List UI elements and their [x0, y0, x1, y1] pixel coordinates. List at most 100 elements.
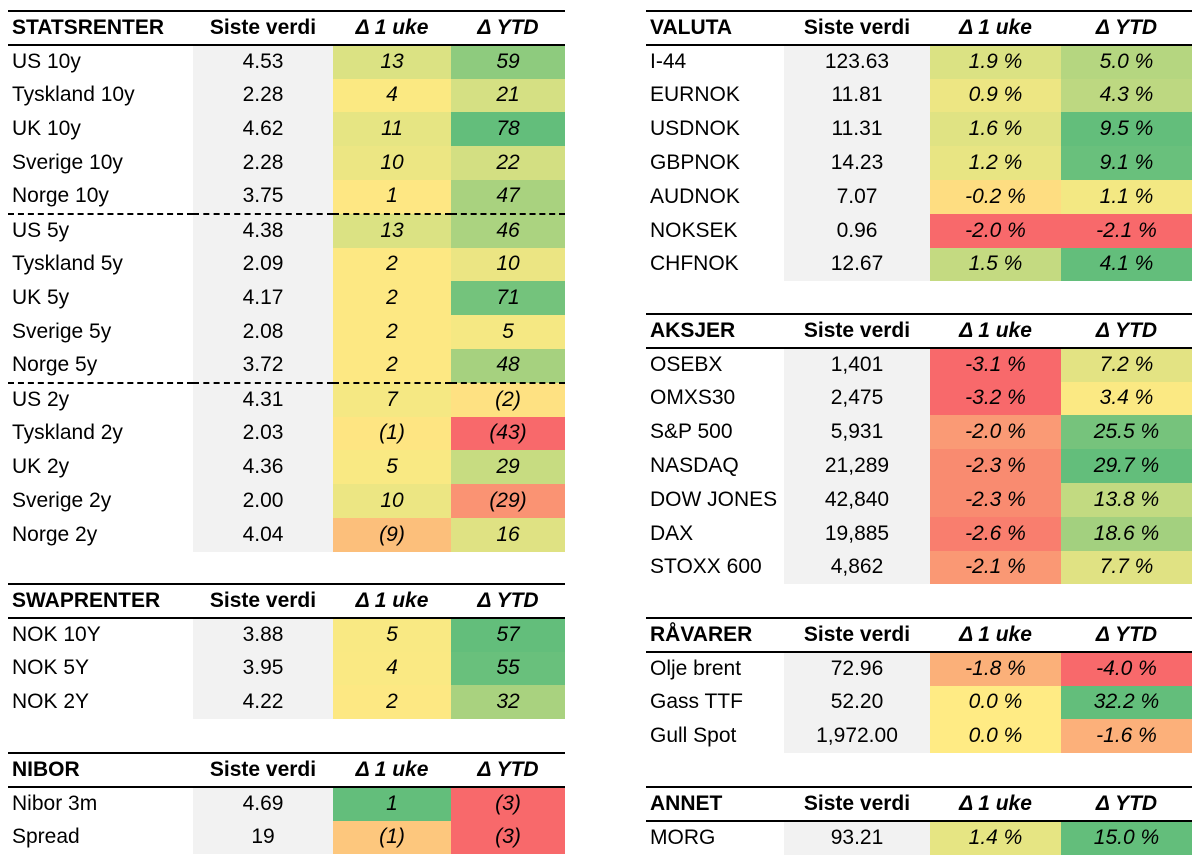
row-change-week: 2 [333, 348, 451, 384]
row-name: CHFNOK [650, 252, 739, 276]
row-change-week: 13 [333, 44, 451, 79]
row-change-ytd: 5 [451, 315, 565, 349]
table-row: USDNOK 11.31 1.6 % 9.5 % [646, 112, 1192, 147]
row-change-ytd: (3) [451, 786, 565, 821]
table-row: Tyskland 2y 2.03 (1) (43) [8, 416, 565, 451]
row-change-week: -2.6 % [930, 516, 1061, 551]
col-header-ytd: Δ YTD [451, 10, 565, 46]
row-change-week: 10 [333, 146, 451, 180]
row-name: Olje brent [650, 657, 742, 681]
table-row: S&P 500 5,931 -2.0 % 25.5 % [646, 415, 1192, 450]
row-name: NOKSEK [650, 218, 738, 242]
row-name: MORG [650, 826, 716, 850]
row-name: Spread [12, 825, 80, 849]
row-change-ytd: -1.6 % [1061, 719, 1192, 754]
table-row: EURNOK 11.81 0.9 % 4.3 % [646, 78, 1192, 113]
row-value: 19,885 [784, 516, 930, 551]
row-change-ytd: 32.2 % [1061, 685, 1192, 720]
col-header-value: Siste verdi [784, 313, 930, 349]
row-name: Norge 5y [8, 348, 193, 384]
row-name: Sverige 5y [12, 320, 112, 344]
row-name: DOW JONES [650, 487, 778, 511]
row-change-ytd: 18.6 % [1061, 516, 1192, 551]
row-change-week: (1) [333, 416, 451, 451]
row-change-ytd: 29.7 % [1061, 449, 1192, 483]
row-change-week: 4 [333, 78, 451, 113]
row-change-ytd: 29 [451, 450, 565, 485]
col-header-value: Siste verdi [784, 10, 930, 46]
row-name: US 10y [12, 50, 81, 74]
row-name: OMXS30 [650, 386, 736, 410]
row-value: 2.00 [193, 484, 333, 518]
col-header-ytd: Δ YTD [1061, 10, 1192, 46]
row-value: 52.20 [784, 685, 930, 720]
col-header-value: Siste verdi [193, 752, 333, 788]
col-header-week: Δ 1 uke [930, 313, 1061, 349]
statsrenter-table: STATSRENTER Siste verdi Δ 1 uke Δ YTD US… [8, 10, 565, 552]
table-row: I-44 123.63 1.9 % 5.0 % [646, 44, 1192, 79]
annet-table: ANNET Siste verdi Δ 1 uke Δ YTD MORG 93.2… [646, 786, 1192, 855]
row-value: 1,401 [784, 347, 930, 382]
table-row: STOXX 600 4,862 -2.1 % 7.7 % [646, 550, 1192, 585]
row-name: Tyskland 10y [12, 83, 135, 107]
row-name: I-44 [650, 50, 687, 74]
row-name: STOXX 600 [650, 555, 762, 579]
col-header-ytd: Δ YTD [1061, 313, 1192, 349]
row-change-ytd: 22 [451, 146, 565, 180]
row-value: 3.75 [193, 179, 333, 215]
row-change-week: 1 [333, 786, 451, 821]
row-name: US 2y [12, 388, 70, 412]
row-value: 4,862 [784, 550, 930, 585]
row-value: 3.88 [193, 617, 333, 652]
row-name: Norge 10y [8, 179, 193, 215]
row-value: 4.36 [193, 450, 333, 485]
row-change-week: 0.0 % [930, 719, 1061, 754]
row-change-week: 1.5 % [930, 247, 1061, 282]
row-value: 7.07 [784, 179, 930, 214]
row-value: 11.31 [784, 112, 930, 147]
row-change-week: -2.3 % [930, 449, 1061, 483]
row-change-week: 5 [333, 617, 451, 652]
row-change-week: -3.1 % [930, 347, 1061, 382]
row-value: 2.09 [193, 247, 333, 282]
row-name: DAX [650, 521, 694, 545]
row-name: Gull Spot [650, 724, 737, 748]
section-title: NIBOR [8, 752, 193, 788]
row-name: NOK 5Y [12, 656, 90, 680]
table-row: UK 10y 4.62 11 78 [8, 112, 565, 147]
section-title: SWAPRENTER [8, 583, 193, 619]
row-change-ytd: 13.8 % [1061, 482, 1192, 517]
row-change-week: 13 [333, 213, 451, 248]
table-row: DAX 19,885 -2.6 % 18.6 % [646, 516, 1192, 551]
table-row: Olje brent 72.96 -1.8 % -4.0 % [646, 651, 1192, 686]
row-change-ytd: 78 [451, 112, 565, 147]
row-value: 3.95 [193, 651, 333, 686]
section-title: VALUTA [646, 10, 784, 46]
row-value: 93.21 [784, 820, 930, 855]
row-value: 5,931 [784, 415, 930, 450]
row-value: 2.28 [193, 146, 333, 180]
row-value: 2.28 [193, 78, 333, 113]
row-change-week: 1 [333, 179, 451, 215]
table-row: Norge 10y 3.75 1 47 [8, 179, 565, 215]
section-title: RÅVARER [646, 617, 784, 653]
valuta-table: VALUTA Siste verdi Δ 1 uke Δ YTD I-44 123… [646, 10, 1192, 282]
row-name: Nibor 3m [12, 792, 98, 816]
row-change-ytd: 57 [451, 617, 565, 652]
row-value: 2.03 [193, 416, 333, 451]
row-change-ytd: 9.1 % [1061, 146, 1192, 180]
row-value: 4.22 [193, 685, 333, 720]
row-change-ytd: 48 [451, 348, 565, 384]
row-change-week: -0.2 % [930, 179, 1061, 214]
row-change-ytd: 25.5 % [1061, 415, 1192, 450]
table-row: AUDNOK 7.07 -0.2 % 1.1 % [646, 179, 1192, 214]
row-name: EURNOK [650, 83, 740, 107]
table-row: Gull Spot 1,972.00 0.0 % -1.6 % [646, 719, 1192, 754]
col-header-ytd: Δ YTD [1061, 786, 1192, 822]
row-name: OSEBX [650, 353, 723, 377]
row-value: 4.38 [193, 213, 333, 248]
col-header-ytd: Δ YTD [451, 583, 565, 619]
row-name: Norge 2y [12, 522, 98, 546]
col-header-week: Δ 1 uke [930, 786, 1061, 822]
table-row: Gass TTF 52.20 0.0 % 32.2 % [646, 685, 1192, 720]
